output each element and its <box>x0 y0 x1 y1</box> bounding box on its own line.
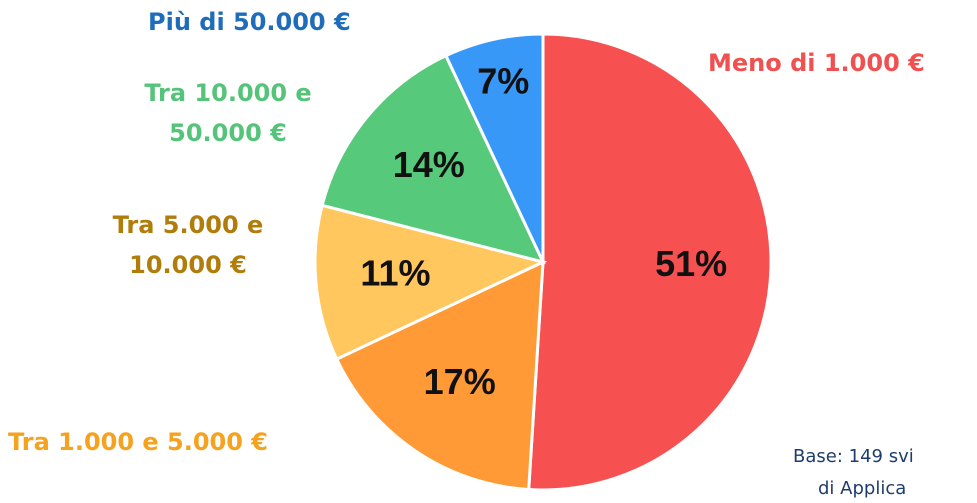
category-label: Tra 5.000 e 10.000 € <box>112 211 264 279</box>
pie-slice <box>527 32 773 492</box>
value-label: 14% <box>393 144 465 185</box>
pie-slice <box>320 53 546 265</box>
pie-slice <box>334 259 545 492</box>
value-label: 11% <box>360 252 430 293</box>
category-label: Tra 1.000 e 5.000 € <box>8 428 268 456</box>
pie-slice <box>313 203 548 362</box>
category-label: Tra 10.000 e 50.000 € <box>144 79 312 147</box>
value-label: 7% <box>477 61 529 102</box>
note: Base: 149 svi <box>793 446 914 467</box>
pie-slice <box>443 32 545 263</box>
note: di Applica <box>818 478 907 499</box>
category-label: Meno di 1.000 € <box>708 49 925 77</box>
value-label: 17% <box>424 361 496 402</box>
category-label: Più di 50.000 € <box>148 8 351 36</box>
value-label: 51% <box>655 243 727 284</box>
